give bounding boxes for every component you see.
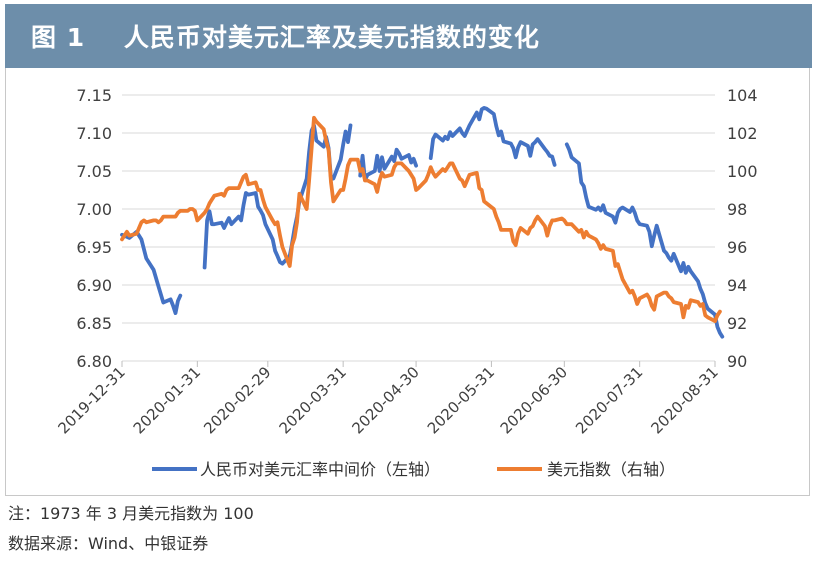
x-tick-label: 2020-03-31 bbox=[276, 363, 350, 437]
y-left-tick-label: 7.10 bbox=[76, 124, 112, 143]
x-tick-label: 2020-01-31 bbox=[130, 363, 204, 437]
y-left-tick-label: 6.90 bbox=[76, 276, 112, 295]
x-tick-label: 2020-02-29 bbox=[200, 363, 274, 437]
series-line-cny bbox=[428, 106, 557, 167]
y-left-tick-label: 6.85 bbox=[76, 314, 112, 333]
x-tick-label: 2020-07-31 bbox=[572, 363, 646, 437]
legend-label-cny: 人民币对美元汇率中间价（左轴） bbox=[200, 460, 440, 479]
x-tick-label: 2019-12-31 bbox=[54, 363, 128, 437]
data-source: 数据来源：Wind、中银证券 bbox=[8, 534, 209, 553]
y-right-tick-label: 90 bbox=[727, 352, 747, 371]
x-tick-label: 2020-05-31 bbox=[424, 363, 498, 437]
figure-title-bar: 图 1 人民币对美元汇率及美元指数的变化 bbox=[5, 4, 812, 68]
series-line-cny bbox=[120, 229, 183, 316]
y-right-tick-label: 96 bbox=[727, 238, 747, 257]
series-line-cny bbox=[358, 147, 419, 182]
y-right-tick-label: 92 bbox=[727, 314, 747, 333]
y-right-tick-label: 100 bbox=[727, 162, 758, 181]
y-left-tick-label: 7.05 bbox=[76, 162, 112, 181]
y-left-tick-label: 6.80 bbox=[76, 352, 112, 371]
footnote: 注：1973 年 3 月美元指数为 100 bbox=[8, 504, 254, 523]
y-right-tick-label: 104 bbox=[727, 86, 758, 105]
y-right-tick-label: 102 bbox=[727, 124, 758, 143]
y-left-tick-label: 6.95 bbox=[76, 238, 112, 257]
x-tick-label: 2020-08-31 bbox=[647, 363, 721, 437]
y-right-tick-label: 94 bbox=[727, 276, 747, 295]
legend-label-dxy: 美元指数（右轴） bbox=[547, 460, 675, 479]
series-line-cny bbox=[564, 142, 725, 339]
line-chart: 6.80 6.85 6.90 6.95 7.00 7.05 7.10 7.15 90 92 94 96… bbox=[54, 86, 758, 479]
series-line-dxy bbox=[120, 115, 722, 324]
y-left-tick-label: 7.15 bbox=[76, 86, 112, 105]
y-right-tick-label: 98 bbox=[727, 200, 747, 219]
y-left-tick-label: 7.00 bbox=[76, 200, 112, 219]
figure-title: 图 1 人民币对美元汇率及美元指数的变化 bbox=[31, 23, 540, 52]
chart-frame bbox=[5, 68, 810, 496]
x-tick-label: 2020-04-30 bbox=[349, 363, 423, 437]
x-tick-label: 2020-06-30 bbox=[497, 363, 571, 437]
